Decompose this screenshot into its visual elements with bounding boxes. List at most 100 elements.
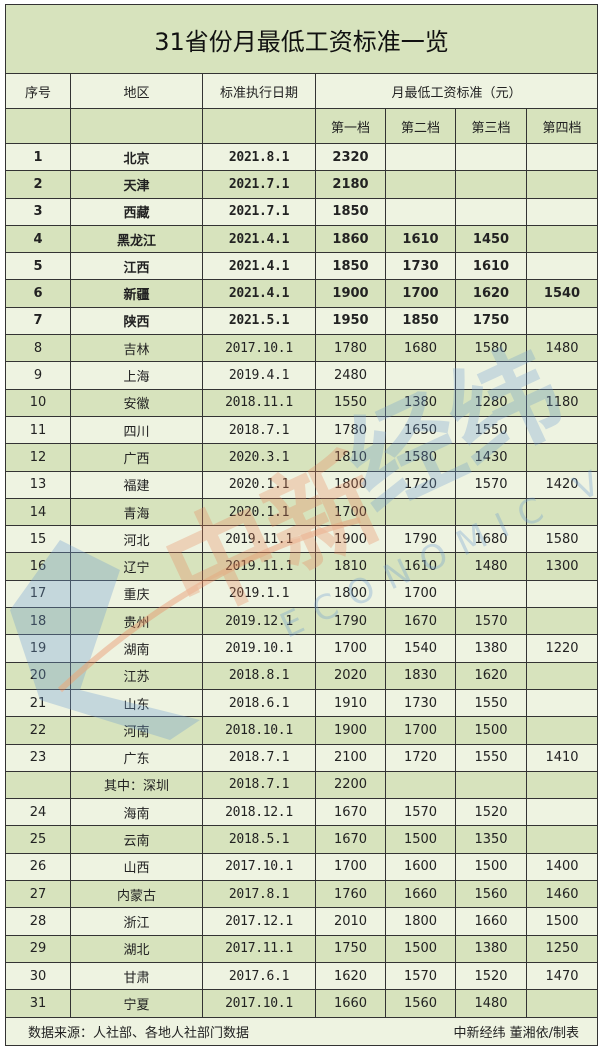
date-cell: 2017.12.1	[203, 908, 316, 935]
tier-4-cell: 1250	[545, 941, 579, 957]
tier-1-cell: 1670	[316, 799, 386, 826]
tier-2-cell	[386, 144, 456, 171]
tier-1-cell: 2180	[316, 171, 386, 198]
tier-1-cell: 1810	[316, 553, 386, 580]
tier-3-cell: 1480	[456, 553, 527, 580]
date-cell: 2020.1.1	[203, 471, 316, 498]
tier-2-cell: 1570	[386, 962, 456, 990]
tier-3-cell: 1500	[456, 853, 527, 881]
tier-2-cell	[386, 362, 456, 389]
date-cell: 2018.12.1	[203, 799, 316, 826]
region-cell: 辽宁	[71, 553, 203, 580]
tier-2-cell: 1670	[386, 608, 456, 635]
region-cell: 贵州	[71, 608, 203, 635]
header-region: 地区	[71, 74, 203, 108]
tier-4-cell: 1470	[545, 968, 579, 984]
tier-4-cell	[527, 144, 597, 170]
header-tier-4: 第四档	[542, 120, 582, 136]
tier-4-cell: 1400	[545, 859, 579, 875]
date-cell: 2021.4.1	[203, 225, 316, 253]
date-cell: 2017.11.1	[203, 935, 316, 962]
table-row: 26 山西 2017.10.1 1700 1600 1500 1400	[6, 853, 597, 882]
date-cell: 2017.8.1	[203, 881, 316, 908]
date-cell: 2020.1.1	[203, 498, 316, 526]
index-cell: 28	[6, 908, 71, 935]
table-row: 19 湖南 2019.10.1 1700 1540 1380 1220	[6, 635, 597, 663]
tier-3-cell: 1580	[456, 335, 527, 362]
index-cell: 4	[6, 225, 71, 253]
index-cell: 21	[6, 689, 71, 717]
table-row: 2 天津 2021.7.1 2180	[6, 171, 597, 199]
index-cell: 22	[6, 717, 71, 744]
tier-3-cell: 1550	[456, 689, 527, 717]
date-cell: 2020.3.1	[203, 444, 316, 471]
tier-1-cell: 1900	[316, 280, 386, 307]
table-row: 5 江西 2021.4.1 1850 1730 1610	[6, 253, 597, 281]
region-cell: 其中：深圳	[71, 771, 203, 799]
date-cell: 2021.7.1	[203, 171, 316, 198]
tier-3-cell: 1520	[456, 799, 527, 826]
tier-1-cell: 1700	[316, 853, 386, 881]
index-cell: 15	[6, 526, 71, 553]
table-row: 16 辽宁 2019.11.1 1810 1610 1480 1300	[6, 553, 597, 581]
header-tier-3: 第三档	[456, 109, 527, 143]
tier-4-cell	[527, 171, 597, 197]
data-source: 数据来源：人社部、各地人社部门数据	[28, 1025, 250, 1041]
tier-1-cell: 1800	[316, 580, 386, 608]
region-cell: 江苏	[71, 662, 203, 689]
tier-3-cell: 1550	[456, 416, 527, 444]
date-cell: 2017.6.1	[203, 962, 316, 990]
tier-1-cell: 1860	[316, 225, 386, 253]
tier-2-cell: 1730	[386, 689, 456, 717]
index-cell: 2	[6, 171, 71, 198]
date-cell: 2021.4.1	[203, 280, 316, 307]
table-row: 6 新疆 2021.4.1 1900 1700 1620 1540	[6, 280, 597, 308]
region-cell: 重庆	[71, 580, 203, 608]
region-cell: 西藏	[71, 198, 203, 225]
region-cell: 广东	[71, 744, 203, 771]
index-cell: 18	[6, 608, 71, 635]
tier-2-cell	[386, 171, 456, 198]
tier-1-cell: 1660	[316, 990, 386, 1017]
table-row: 23 广东 2018.7.1 2100 1720 1550 1410	[6, 744, 597, 772]
table-row: 14 青海 2020.1.1 1700	[6, 498, 597, 527]
tier-1-cell: 1700	[316, 635, 386, 662]
region-cell: 湖北	[71, 935, 203, 962]
index-cell: 1	[6, 144, 71, 171]
tier-2-cell: 1540	[386, 635, 456, 662]
tier-1-cell: 2010	[316, 908, 386, 935]
tier-3-cell: 1350	[456, 826, 527, 853]
table-row: 21 山东 2018.6.1 1910 1730 1550	[6, 689, 597, 718]
index-cell: 23	[6, 744, 71, 771]
tier-2-cell: 1720	[386, 471, 456, 498]
index-cell: 27	[6, 881, 71, 908]
date-cell: 2018.6.1	[203, 689, 316, 717]
region-cell: 吉林	[71, 335, 203, 362]
date-cell: 2018.7.1	[203, 771, 316, 799]
table-row: 20 江苏 2018.8.1 2020 1830 1620	[6, 662, 597, 690]
date-cell: 2021.8.1	[203, 144, 316, 171]
region-cell: 福建	[71, 471, 203, 498]
tier-2-cell: 1610	[386, 553, 456, 580]
table-row: 10 安徽 2018.11.1 1550 1380 1280 1180	[6, 389, 597, 417]
table-row: 其中：深圳 2018.7.1 2200	[6, 771, 597, 800]
tier-3-cell	[456, 362, 527, 389]
tier-1-cell: 1790	[316, 608, 386, 635]
tier-2-cell: 1580	[386, 444, 456, 471]
tier-1-cell: 1850	[316, 198, 386, 225]
tier-1-cell: 1760	[316, 881, 386, 908]
tier-3-cell: 1610	[456, 253, 527, 280]
table-row: 31 宁夏 2017.10.1 1660 1560 1480	[6, 990, 597, 1018]
tier-4-cell: 1410	[545, 750, 579, 766]
tier-3-cell: 1500	[456, 717, 527, 744]
index-cell: 24	[6, 799, 71, 826]
tier-2-cell: 1380	[386, 389, 456, 416]
tier-3-cell	[456, 498, 527, 526]
tier-2-cell: 1700	[386, 580, 456, 608]
table-row: 25 云南 2018.5.1 1670 1500 1350	[6, 826, 597, 854]
header-standard: 月最低工资标准（元）	[391, 85, 522, 101]
tier-4-cell: 1180	[545, 395, 579, 411]
table-row: 18 贵州 2019.12.1 1790 1670 1570	[6, 608, 597, 636]
date-cell: 2019.10.1	[203, 635, 316, 662]
region-cell: 上海	[71, 362, 203, 389]
